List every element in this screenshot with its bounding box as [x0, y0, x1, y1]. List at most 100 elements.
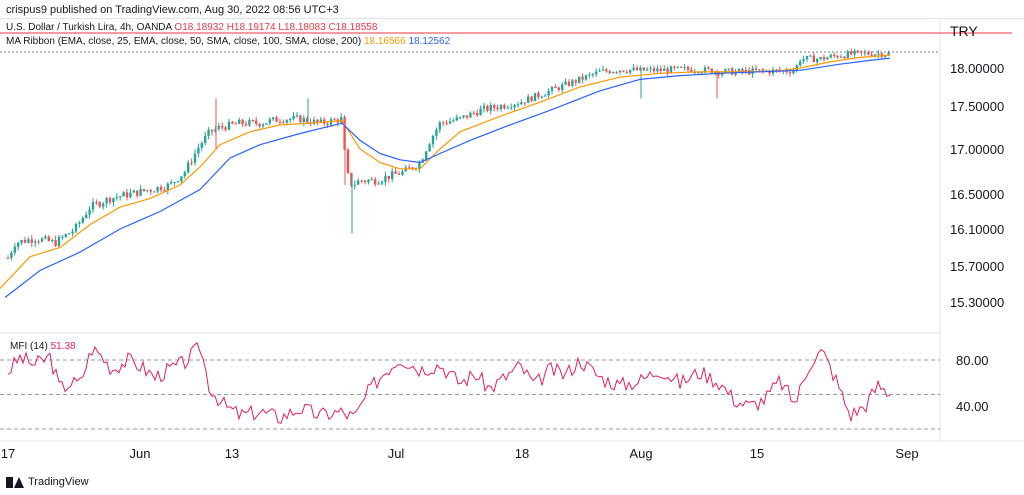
candle-body [367, 179, 370, 183]
candle-body [285, 120, 288, 123]
ema50-line [4, 57, 891, 298]
candle-body [537, 93, 540, 98]
candle-body [302, 117, 305, 123]
candle-body [727, 68, 730, 70]
candle-body [476, 112, 479, 116]
candle-body [843, 56, 846, 58]
candle-body [690, 69, 693, 73]
candle-body [214, 129, 217, 132]
candle-body [703, 67, 707, 73]
candle-body [6, 257, 10, 259]
candle-body [88, 209, 91, 215]
candle-body [176, 181, 180, 183]
candle-body [234, 123, 237, 125]
symbol-name: U.S. Dollar / Turkish Lira [6, 22, 115, 33]
candle-body [605, 69, 608, 72]
symbol-interval: 4h [119, 22, 132, 33]
candle-body [846, 51, 849, 58]
candle-body [425, 151, 428, 160]
candle-body [418, 162, 421, 169]
candle-body [530, 96, 533, 102]
mfi-axis-tick-label: 40.00 [956, 399, 989, 414]
mfi-axis-tick-label: 80.00 [956, 353, 989, 368]
candle-body [737, 68, 741, 72]
candle-body [574, 80, 577, 83]
candle-body [241, 119, 244, 125]
price-axis-tick-label: 17.00000 [950, 142, 1004, 157]
candle-body [204, 135, 207, 144]
candle-body [244, 124, 248, 126]
candle-body [809, 55, 812, 57]
candle-body [183, 172, 186, 177]
candle-body [190, 162, 193, 164]
candle-body [81, 218, 84, 223]
candle-body [618, 70, 622, 73]
candle-body [649, 68, 652, 70]
candle-body [788, 72, 792, 74]
candle-body [282, 121, 285, 123]
candle-body [833, 55, 836, 57]
candle-body [251, 120, 254, 122]
symbol-legend: U.S. Dollar / Turkish Lira, 4h, OANDA O1… [6, 22, 378, 33]
candle-body [564, 81, 567, 85]
candle-body [561, 84, 564, 90]
candle-body [47, 236, 50, 242]
candle-body [805, 55, 809, 60]
candle-body [125, 192, 129, 198]
candle-body [802, 59, 805, 62]
candle-body [316, 119, 319, 122]
candle-body [799, 61, 802, 66]
candle-body [268, 119, 271, 124]
candle-body [469, 112, 472, 118]
candle-body [122, 192, 125, 197]
candle-body [17, 242, 20, 247]
price-axis-tick-label: 18.00000 [950, 61, 1004, 76]
candle-body [278, 121, 282, 123]
candle-body [159, 186, 163, 191]
candle-body [510, 107, 513, 109]
candle-body [697, 72, 700, 74]
candle-body [326, 123, 329, 125]
candle-body [686, 67, 690, 70]
tradingview-logo-icon [6, 476, 24, 488]
candle-body [394, 171, 397, 174]
candle-body [584, 75, 588, 80]
time-axis-tick-label: Jul [388, 446, 405, 461]
candle-body [455, 117, 458, 121]
candle-body [853, 50, 856, 55]
candle-body [85, 214, 88, 219]
candle-body [714, 71, 717, 74]
candle-body [20, 240, 23, 243]
candle-body [360, 180, 363, 182]
candle-body [139, 188, 142, 196]
candle-body [408, 167, 411, 169]
candle-body [221, 126, 224, 128]
candle-body [340, 117, 343, 123]
candle-body [397, 173, 401, 175]
candle-body [884, 55, 887, 57]
candle-body [533, 93, 537, 102]
candle-body [91, 202, 95, 210]
candle-body [401, 171, 404, 175]
candle-body [595, 71, 598, 75]
published-text: published on TradingView.com, [50, 4, 203, 16]
candle-body [499, 105, 503, 110]
candle-body [550, 86, 554, 91]
candle-body [646, 69, 649, 71]
candle-body [659, 68, 662, 71]
candle-body [68, 233, 71, 235]
candle-body [295, 115, 299, 117]
candle-body [761, 69, 764, 71]
ma-ribbon-value-1: 18.16566 [363, 36, 406, 47]
candle-body [299, 115, 302, 123]
mfi-line [7, 341, 891, 424]
candle-body [34, 241, 37, 243]
candle-body [428, 144, 431, 152]
candle-body [867, 52, 870, 55]
candle-body [78, 222, 81, 224]
candle-body [44, 236, 47, 239]
candle-body [146, 190, 149, 192]
candle-body [30, 239, 33, 243]
candle-body [132, 190, 135, 193]
